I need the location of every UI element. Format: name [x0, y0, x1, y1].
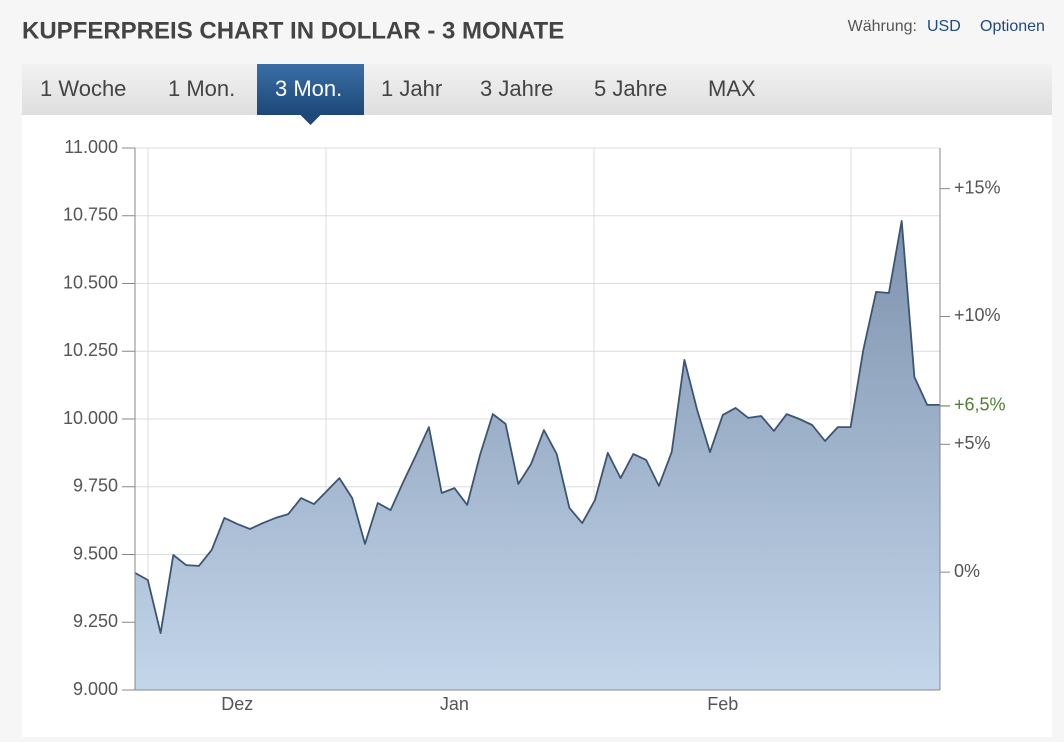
y2-tick-label: +10%	[954, 305, 1001, 325]
currency-label: Währung:	[848, 18, 917, 35]
currency-link[interactable]: USD	[927, 18, 961, 35]
y-tick-label: 10.000	[63, 408, 118, 428]
area	[135, 220, 940, 690]
y2-tick-label: +15%	[954, 177, 1001, 197]
y-tick-label: 9.000	[73, 679, 118, 699]
y-tick-label: 9.500	[73, 543, 118, 563]
tab-bar	[22, 64, 1052, 115]
current-change-label: +6,5%	[954, 395, 1006, 415]
y2-tick-label: +5%	[954, 433, 991, 453]
tab[interactable]: MAX	[708, 76, 756, 101]
x-tick-label: Feb	[707, 694, 738, 714]
y2-tick-label: 0%	[954, 561, 980, 581]
line	[134, 220, 940, 634]
x-tick-label: Jan	[440, 694, 469, 714]
tab-active-bg	[257, 64, 364, 115]
y-tick-label: 10.500	[63, 272, 118, 292]
y-tick-label: 10.750	[63, 205, 118, 225]
y-tick-label: 9.750	[73, 476, 118, 496]
tab[interactable]: 1 Jahr	[381, 76, 442, 101]
tab[interactable]: 1 Woche	[40, 76, 126, 101]
y-tick-label: 10.250	[63, 340, 118, 360]
options-link[interactable]: Optionen	[980, 18, 1045, 35]
tab-pointer	[300, 115, 321, 125]
tab[interactable]: 3 Jahre	[480, 76, 553, 101]
tab[interactable]: 1 Mon.	[168, 76, 235, 101]
y-tick-label: 11.000	[64, 137, 118, 157]
y-tick-label: 9.250	[73, 611, 118, 631]
tab[interactable]: 5 Jahre	[594, 76, 667, 101]
page-title: KUPFERPREIS CHART IN DOLLAR - 3 MONATE	[22, 17, 564, 44]
tab[interactable]: 3 Mon.	[275, 76, 342, 101]
x-tick-label: Dez	[221, 694, 253, 714]
